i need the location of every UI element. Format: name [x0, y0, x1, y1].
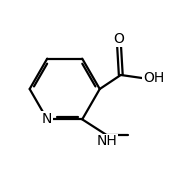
Text: NH: NH — [96, 134, 117, 148]
Text: N: N — [42, 112, 52, 126]
Text: OH: OH — [143, 72, 164, 85]
Text: O: O — [114, 32, 125, 46]
